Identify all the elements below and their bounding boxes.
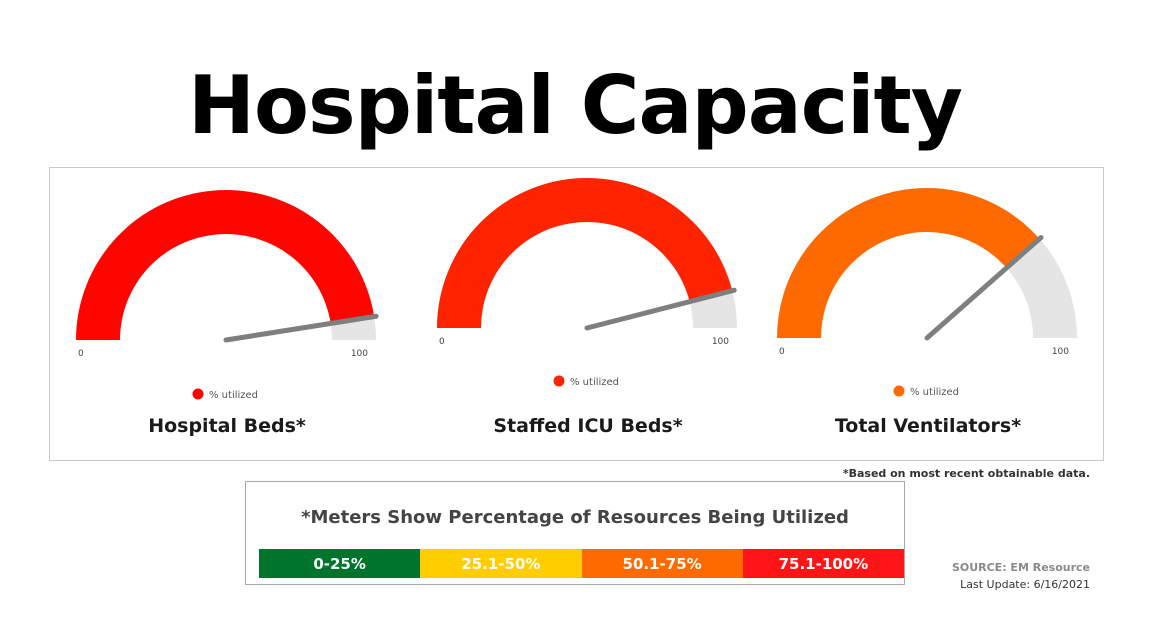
- gauge-max-label: 100: [712, 337, 729, 347]
- gauge-min-label: 0: [779, 347, 785, 357]
- legend-dot: [893, 385, 905, 397]
- legend-segment-25-50: 25.1-50%: [420, 549, 582, 578]
- page-title: Hospital Capacity: [188, 59, 963, 152]
- legend-label: % utilized: [209, 390, 258, 401]
- gauges-panel: 0 100 % utilized Hospital Beds* 0 100 % utiliz…: [49, 167, 1104, 461]
- legend-segment-0-25: 0-25%: [259, 549, 421, 578]
- legend-dot: [192, 388, 204, 400]
- footnote: *Based on most recent obtainable data.: [842, 467, 1090, 480]
- gauge-title: Total Ventilators*: [835, 415, 1021, 437]
- legend-label: % utilized: [570, 377, 619, 388]
- color-legend: *Meters Show Percentage of Resources Bei…: [245, 481, 905, 585]
- source-label: SOURCE: EM Resource: [951, 561, 1090, 574]
- legend-bar: 0-25% 25.1-50% 50.1-75% 75.1-100%: [259, 549, 904, 578]
- gauge-value-arc: [777, 188, 1040, 338]
- last-update-label: Last Update: 6/16/2021: [960, 578, 1090, 591]
- gauge-max-label: 100: [1052, 347, 1069, 357]
- gauges-chart: 0 100 % utilized Hospital Beds* 0 100 % utiliz…: [76, 177, 1077, 437]
- gauge-title: Staffed ICU Beds*: [493, 415, 682, 437]
- gauge-value-arc: [437, 177, 733, 328]
- legend-label: % utilized: [910, 387, 959, 398]
- legend-segment-75-100: 75.1-100%: [742, 549, 904, 578]
- gauge-needle: [924, 234, 1044, 341]
- gauge-max-label: 100: [351, 349, 368, 359]
- gauge-needle: [584, 287, 737, 331]
- gauge-value-arc: [76, 189, 375, 340]
- gauge-min-label: 0: [439, 337, 445, 347]
- gauge-needle: [223, 313, 379, 343]
- gauge-min-label: 0: [78, 349, 84, 359]
- legend-title: *Meters Show Percentage of Resources Bei…: [301, 507, 849, 528]
- gauge-title: Hospital Beds*: [148, 415, 306, 437]
- legend-segment-50-75: 50.1-75%: [581, 549, 743, 578]
- legend-dot: [553, 375, 565, 387]
